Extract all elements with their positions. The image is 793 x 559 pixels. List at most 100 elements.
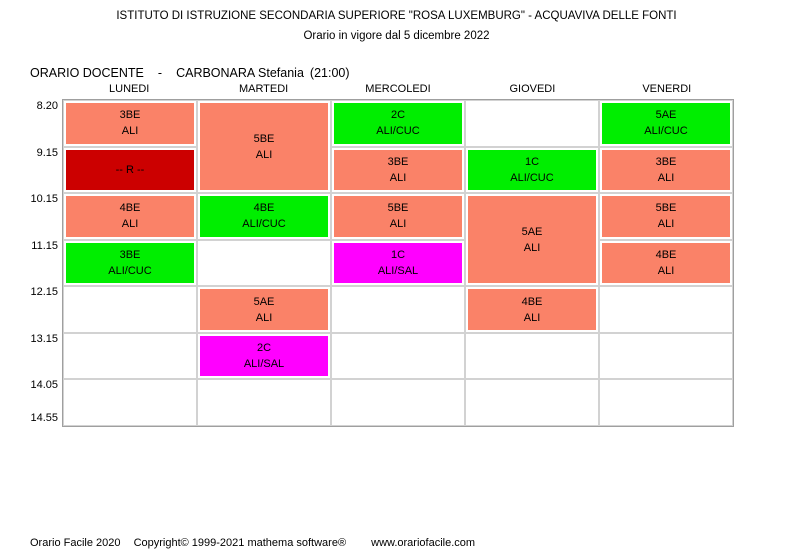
footer-website: www.orariofacile.com <box>371 537 476 549</box>
lesson-cell-fill: 3BE ALI <box>334 149 462 191</box>
empty-slot <box>63 286 197 333</box>
lesson-room-label: ALI <box>389 218 407 231</box>
time-label: 8.20 <box>36 100 58 112</box>
empty-slot <box>465 100 599 147</box>
time-label: 10.15 <box>30 193 58 205</box>
lesson-class-label: 4BE <box>119 202 141 215</box>
lesson-class-label: 5BE <box>253 132 275 145</box>
lesson-cell: 4BE ALI <box>465 286 599 333</box>
lesson-room-label: ALI <box>657 171 675 184</box>
lesson-cell: 3BE ALI <box>331 146 465 194</box>
lesson-cell: 4BE ALI/CUC <box>197 193 331 240</box>
lesson-room-label: ALI <box>121 218 139 231</box>
schedule-heading: ORARIO DOCENTE - CARBONARA Stefania (21:00) <box>30 66 350 80</box>
empty-slot <box>331 332 465 380</box>
lesson-class-label: 2C <box>390 109 406 122</box>
time-scale: 8.20 9.15 10.15 11.15 12.15 13.15 14.05 14.55 <box>0 99 58 427</box>
lesson-cell: -- R -- <box>63 146 197 194</box>
lesson-cell-fill: 3BE ALI <box>66 103 194 144</box>
lesson-room-label: ALI/CUC <box>510 171 554 184</box>
time-label: 11.15 <box>31 240 58 252</box>
footer-copyright: Copyright© 1999-2021 mathema software® <box>133 537 347 549</box>
empty-slot <box>197 379 331 426</box>
lesson-cell-fill: 3BE ALI/CUC <box>66 242 194 284</box>
lesson-cell-fill: 1C ALI/CUC <box>468 149 596 191</box>
footer: Orario Facile 2020 Copyright© 1999-2021 … <box>30 537 475 549</box>
lesson-cell: 5BE ALI <box>197 100 331 194</box>
lesson-cell-fill: 5BE ALI <box>334 196 462 237</box>
lesson-cell-fill: 5BE ALI <box>602 196 730 237</box>
day-header: MERCOLEDI <box>365 83 431 95</box>
lesson-cell-fill: 1C ALI/SAL <box>334 242 462 284</box>
empty-slot <box>63 332 197 380</box>
lesson-cell: 2C ALI/CUC <box>331 100 465 147</box>
lesson-cell-fill: 3BE ALI <box>602 149 730 191</box>
lesson-class-label: 3BE <box>655 155 677 168</box>
time-label: 13.15 <box>30 333 58 345</box>
empty-slot <box>331 286 465 333</box>
lesson-room-label: ALI <box>121 125 139 138</box>
footer-app-name: Orario Facile 2020 <box>30 537 121 549</box>
lesson-cell-fill: 4BE ALI <box>602 242 730 284</box>
lesson-cell: 3BE ALI/CUC <box>63 239 197 287</box>
teacher-total-hours: (21:00) <box>309 66 350 80</box>
lesson-cell-fill: 2C ALI/CUC <box>334 103 462 144</box>
lesson-cell: 1C ALI/SAL <box>331 239 465 287</box>
school-name: ISTITUTO DI ISTRUZIONE SECONDARIA SUPERI… <box>116 10 677 22</box>
lesson-room-label: ALI <box>389 171 407 184</box>
lesson-class-label: 3BE <box>119 109 141 122</box>
timetable-grid: 3BE ALI -- R -- 4BE ALI 3BE ALI/CUC 5BE ALI 4BE AL… <box>62 99 734 427</box>
lesson-class-label: 1C <box>390 248 406 261</box>
lesson-room-label: ALI <box>255 311 273 324</box>
lesson-cell: 3BE ALI <box>599 146 733 194</box>
schedule-effective-date: Orario in vigore dal 5 dicembre 2022 <box>303 30 490 42</box>
lesson-room-label: ALI <box>523 311 541 324</box>
lesson-class-label: 5BE <box>387 202 409 215</box>
lesson-class-label: 1C <box>524 155 540 168</box>
lesson-cell: 2C ALI/SAL <box>197 332 331 380</box>
day-header: GIOVEDI <box>509 83 556 95</box>
lesson-class-label: 5BE <box>655 202 677 215</box>
lesson-cell-fill: 5AE ALI <box>468 196 596 284</box>
lesson-room-label: ALI/CUC <box>242 218 286 231</box>
lesson-class-label: 5AE <box>253 295 275 308</box>
lesson-cell-fill: 2C ALI/SAL <box>200 335 328 377</box>
empty-slot <box>599 332 733 380</box>
lesson-cell: 5AE ALI/CUC <box>599 100 733 147</box>
lesson-class-label: 4BE <box>253 202 275 215</box>
lesson-class-label: 3BE <box>387 155 409 168</box>
lesson-cell: 5BE ALI <box>599 193 733 240</box>
lesson-room-label: ALI/CUC <box>644 125 688 138</box>
lesson-class-label: 4BE <box>521 295 543 308</box>
lesson-room-label: ALI <box>523 241 541 254</box>
lesson-cell: 1C ALI/CUC <box>465 146 599 194</box>
lesson-class-label: 4BE <box>655 248 677 261</box>
day-header-row: LUNEDI MARTEDI MERCOLEDI GIOVEDI VENERDI <box>62 83 734 95</box>
lesson-cell-fill: 4BE ALI <box>468 289 596 330</box>
lesson-class-label: 3BE <box>119 248 141 261</box>
lesson-cell: 5BE ALI <box>331 193 465 240</box>
empty-slot <box>197 239 331 287</box>
empty-slot <box>331 379 465 426</box>
lesson-cell-fill: -- R -- <box>66 149 194 191</box>
empty-slot <box>599 286 733 333</box>
empty-slot <box>465 332 599 380</box>
time-label: 9.15 <box>36 147 58 159</box>
lesson-class-label: 2C <box>256 342 272 355</box>
lesson-room-label: ALI <box>255 148 273 161</box>
lesson-room-label: ALI <box>657 264 675 277</box>
empty-slot <box>63 379 197 426</box>
empty-slot <box>599 379 733 426</box>
lesson-cell: 3BE ALI <box>63 100 197 147</box>
day-header: LUNEDI <box>109 83 150 95</box>
lesson-cell: 5AE ALI <box>197 286 331 333</box>
day-header: VENERDI <box>642 83 692 95</box>
lesson-room-label: ALI/SAL <box>377 264 419 277</box>
time-label: 14.05 <box>30 379 58 391</box>
schedule-type-label: ORARIO DOCENTE <box>30 66 144 80</box>
lesson-cell-fill: 5BE ALI <box>200 103 328 191</box>
lesson-room-label: ALI <box>657 218 675 231</box>
lesson-cell: 4BE ALI <box>63 193 197 240</box>
lesson-cell-fill: 4BE ALI/CUC <box>200 196 328 237</box>
